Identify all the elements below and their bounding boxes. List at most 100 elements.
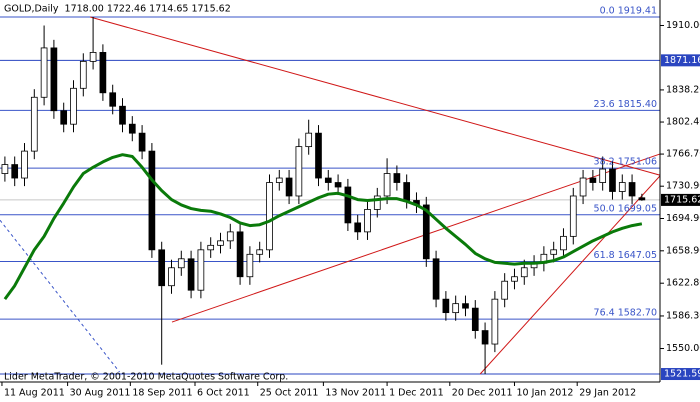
candle-body bbox=[373, 195, 381, 210]
candle-body bbox=[40, 47, 48, 98]
y-tick-label: 1802.40 bbox=[666, 117, 700, 128]
candle-body bbox=[187, 258, 195, 291]
y-tick-label: 1622.80 bbox=[666, 278, 700, 289]
candle-body bbox=[217, 240, 224, 246]
candle-body bbox=[60, 110, 68, 125]
candle-body bbox=[1, 164, 9, 174]
candle-body bbox=[520, 267, 528, 278]
candle-body bbox=[79, 60, 87, 89]
candle-body bbox=[21, 150, 28, 179]
candle-body bbox=[560, 235, 567, 251]
candle-body bbox=[491, 298, 499, 345]
y-tick-label: 1550.00 bbox=[666, 343, 700, 354]
candle-body bbox=[462, 303, 469, 309]
x-tick-label: 6 Oct 2011 bbox=[197, 388, 250, 399]
candle-body bbox=[393, 173, 401, 183]
fib-label: 61.8 1647.05 bbox=[594, 250, 657, 261]
y-tick-label: 1586.30 bbox=[666, 310, 700, 321]
price-box bbox=[661, 54, 700, 67]
candle-body bbox=[501, 280, 509, 300]
credit: Lider MetaTrader, © 2001-2010 MetaQuotes… bbox=[4, 372, 288, 383]
candle-body bbox=[638, 197, 646, 201]
candle-body bbox=[324, 177, 332, 183]
price-box-label: 1521.59 bbox=[664, 369, 700, 380]
moving-average bbox=[3, 153, 643, 301]
price-box bbox=[661, 193, 700, 206]
candle-body bbox=[452, 303, 460, 314]
price-box-label: 1715.62 bbox=[664, 194, 700, 205]
candle-body bbox=[207, 244, 215, 251]
candle-body bbox=[432, 258, 440, 300]
trendline bbox=[0, 219, 120, 373]
candle-body bbox=[138, 132, 146, 152]
candle-body bbox=[50, 47, 58, 112]
candle-body bbox=[442, 298, 450, 314]
trendline bbox=[90, 16, 660, 176]
candle-body bbox=[550, 249, 558, 255]
candle-body bbox=[383, 173, 391, 197]
x-tick-label: 10 Jan 2012 bbox=[516, 388, 573, 399]
x-tick-label: 18 Sep 2011 bbox=[132, 388, 192, 399]
candle-body bbox=[364, 209, 371, 233]
candle-body bbox=[422, 204, 430, 260]
y-tick-label: 1658.90 bbox=[666, 245, 700, 256]
candle-body bbox=[11, 164, 19, 179]
y-tick-label: 1910.00 bbox=[666, 20, 700, 31]
candle-body bbox=[70, 87, 77, 125]
candle-body bbox=[618, 182, 626, 192]
candle-body bbox=[119, 105, 126, 125]
candle-body bbox=[168, 267, 175, 287]
candle-body bbox=[148, 150, 156, 251]
candle-body bbox=[158, 249, 166, 287]
price-box-label: 1871.16 bbox=[664, 55, 700, 66]
fib-label: 23.6 1815.40 bbox=[594, 99, 657, 110]
candle-body bbox=[295, 146, 303, 197]
candle-body bbox=[589, 177, 597, 183]
x-tick-label: 13 Nov 2011 bbox=[325, 388, 386, 399]
candle-body bbox=[246, 253, 254, 278]
candle-body bbox=[266, 182, 273, 251]
y-tick-label: 1766.70 bbox=[666, 149, 700, 160]
x-tick-label: 11 Aug 2011 bbox=[4, 388, 65, 399]
candle-body bbox=[334, 182, 342, 188]
x-tick-label: 20 Dec 2011 bbox=[452, 388, 513, 399]
candle-body bbox=[109, 92, 117, 107]
x-tick-label: 29 Jan 2012 bbox=[579, 388, 636, 399]
candle-body bbox=[569, 195, 577, 237]
x-tick-label: 25 Oct 2011 bbox=[260, 388, 319, 399]
candle-body bbox=[89, 52, 97, 62]
candle-body bbox=[315, 132, 322, 179]
candle-body bbox=[305, 132, 313, 148]
candle-body bbox=[30, 96, 38, 152]
candle-body bbox=[236, 231, 244, 278]
x-tick-label: 30 Aug 2011 bbox=[70, 388, 131, 399]
price-box bbox=[661, 368, 700, 381]
candle-body bbox=[128, 123, 136, 134]
trendline bbox=[479, 175, 660, 375]
candle-body bbox=[579, 177, 587, 197]
fib-label: 38.2 1751.06 bbox=[594, 157, 657, 168]
candle-body bbox=[609, 168, 616, 192]
candle-body bbox=[226, 231, 234, 242]
y-tick-label: 1730.90 bbox=[666, 181, 700, 192]
overlay: 0.0 1919.41 23.6 1815.40 38.2 1751.06 50.0 … bbox=[594, 6, 657, 319]
candle-body bbox=[275, 177, 283, 183]
y-tick-label: 1694.90 bbox=[666, 213, 700, 224]
candle-body bbox=[177, 258, 185, 269]
x-tick-label: 1 Dec 2011 bbox=[389, 388, 444, 399]
chart-title: GOLD,Daily 1718.00 1722.46 1714.65 1715.… bbox=[4, 4, 231, 15]
plot-area bbox=[0, 16, 660, 375]
fib-label: 76.4 1582.70 bbox=[594, 308, 657, 319]
y-tick-label: 1838.20 bbox=[666, 84, 700, 95]
fib-label: 0.0 1919.41 bbox=[600, 6, 657, 17]
candle-body bbox=[256, 249, 264, 255]
candle-body bbox=[628, 182, 636, 197]
candle-body bbox=[403, 182, 411, 201]
fib-label: 50.0 1699.05 bbox=[594, 203, 657, 214]
candle-body bbox=[511, 276, 518, 282]
candle-body bbox=[344, 186, 352, 224]
candle-body bbox=[197, 249, 205, 291]
candle-body bbox=[481, 330, 489, 345]
